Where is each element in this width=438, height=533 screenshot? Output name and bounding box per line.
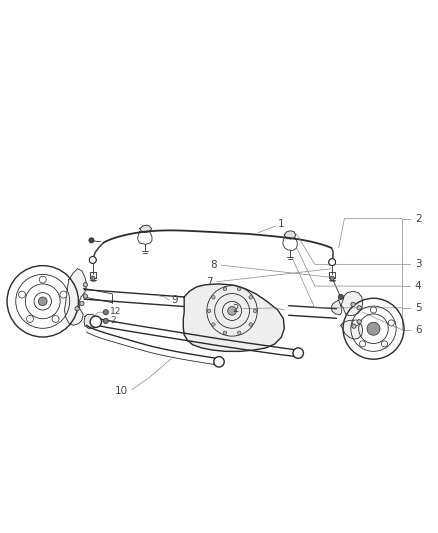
Text: 2: 2 bbox=[232, 304, 239, 314]
Circle shape bbox=[212, 296, 215, 299]
Polygon shape bbox=[341, 292, 363, 316]
Text: 8: 8 bbox=[210, 260, 217, 270]
Text: 2: 2 bbox=[415, 214, 421, 224]
Circle shape bbox=[371, 307, 377, 313]
Circle shape bbox=[330, 276, 334, 280]
Polygon shape bbox=[84, 314, 95, 328]
Circle shape bbox=[367, 322, 380, 335]
Circle shape bbox=[388, 320, 394, 326]
Circle shape bbox=[381, 341, 388, 347]
Circle shape bbox=[103, 310, 109, 315]
Circle shape bbox=[351, 302, 355, 306]
Circle shape bbox=[90, 316, 102, 327]
Circle shape bbox=[237, 287, 241, 290]
Text: 3: 3 bbox=[415, 260, 421, 269]
Polygon shape bbox=[284, 231, 296, 239]
Polygon shape bbox=[341, 320, 363, 339]
Text: 10: 10 bbox=[114, 385, 127, 395]
Circle shape bbox=[228, 306, 237, 315]
Circle shape bbox=[249, 322, 252, 326]
Circle shape bbox=[60, 291, 67, 298]
Circle shape bbox=[293, 348, 304, 358]
Circle shape bbox=[223, 331, 227, 335]
Circle shape bbox=[353, 320, 359, 326]
Circle shape bbox=[338, 294, 343, 300]
Circle shape bbox=[83, 294, 88, 298]
Circle shape bbox=[207, 309, 211, 313]
Circle shape bbox=[357, 320, 361, 324]
Circle shape bbox=[328, 259, 336, 265]
Circle shape bbox=[18, 291, 25, 298]
Polygon shape bbox=[64, 269, 87, 325]
Text: 4: 4 bbox=[415, 281, 421, 291]
Circle shape bbox=[91, 276, 95, 280]
Text: 1: 1 bbox=[278, 219, 284, 229]
Text: 7: 7 bbox=[206, 277, 212, 287]
Text: 2: 2 bbox=[110, 317, 116, 326]
Text: 12: 12 bbox=[110, 307, 122, 316]
Circle shape bbox=[237, 331, 241, 335]
Circle shape bbox=[103, 318, 109, 324]
Circle shape bbox=[80, 301, 84, 305]
Circle shape bbox=[253, 309, 257, 313]
Circle shape bbox=[357, 305, 361, 310]
Circle shape bbox=[223, 287, 227, 290]
Polygon shape bbox=[331, 300, 342, 315]
Circle shape bbox=[39, 276, 46, 283]
Circle shape bbox=[52, 316, 59, 322]
Circle shape bbox=[26, 316, 33, 322]
Circle shape bbox=[352, 324, 356, 328]
Circle shape bbox=[249, 296, 252, 299]
Circle shape bbox=[83, 282, 88, 287]
Circle shape bbox=[89, 238, 94, 243]
Circle shape bbox=[212, 322, 215, 326]
Circle shape bbox=[360, 341, 366, 347]
Polygon shape bbox=[140, 225, 152, 232]
Circle shape bbox=[75, 306, 79, 311]
Text: 5: 5 bbox=[415, 303, 421, 313]
Text: 9: 9 bbox=[171, 295, 178, 305]
Circle shape bbox=[39, 297, 47, 305]
Circle shape bbox=[214, 357, 224, 367]
Polygon shape bbox=[184, 284, 284, 351]
Circle shape bbox=[89, 256, 96, 263]
Text: 6: 6 bbox=[415, 325, 421, 335]
